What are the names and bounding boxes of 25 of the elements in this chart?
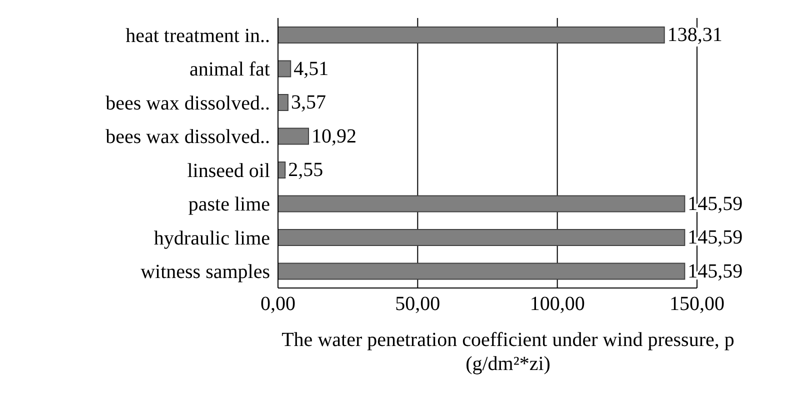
y-tick-label: linseed oil	[187, 160, 270, 182]
bar	[278, 229, 686, 246]
bar	[278, 26, 665, 44]
y-tick-label: bees wax dissolved..	[106, 126, 270, 148]
y-tick-label: animal fat	[189, 58, 270, 81]
x-tick-label: 0,00	[260, 293, 296, 316]
x-tick-label: 100,00	[530, 293, 585, 316]
x-axis-title: The water penetration coefficient under wind pressure, p (g/dm²*zi)	[280, 328, 736, 376]
x-tick-label: 50,00	[395, 293, 440, 316]
y-tick-label: paste lime	[188, 194, 270, 216]
y-tick-label: hydraulic lime	[154, 227, 270, 250]
y-tick-label: bees wax dissolved..	[106, 92, 270, 114]
bar	[278, 128, 310, 145]
bar	[278, 195, 686, 212]
bar	[278, 262, 686, 280]
y-tick-label: heat treatment in..	[126, 24, 270, 47]
data-label: 3,57	[290, 92, 326, 114]
x-tick-label: 150,00	[670, 293, 724, 316]
data-label: 4,51	[294, 58, 329, 80]
data-label: 2,55	[288, 159, 324, 181]
y-tick-label: witness samples	[140, 261, 270, 284]
data-label: 10,92	[312, 125, 357, 148]
bar	[278, 94, 288, 111]
bar	[278, 60, 292, 78]
bar	[278, 162, 286, 178]
